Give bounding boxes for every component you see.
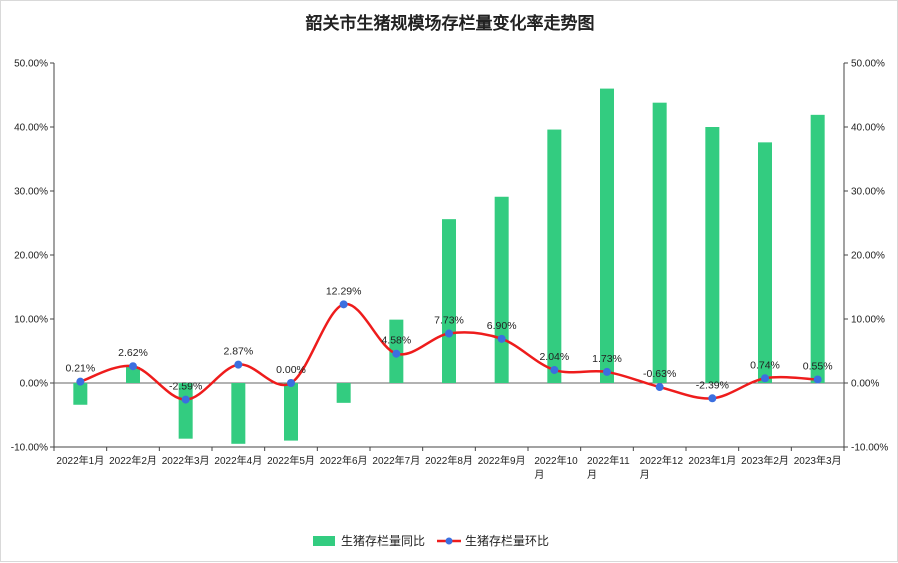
line-point xyxy=(234,360,243,369)
x-tick-label: 2022年11 xyxy=(587,454,630,467)
y-right-tick-label: 50.00% xyxy=(851,59,885,70)
x-tick-label: 2022年5月 xyxy=(267,454,315,467)
bar xyxy=(231,383,246,444)
data-label: 2.87% xyxy=(223,346,253,358)
y-left-tick-label: 40.00% xyxy=(14,123,48,134)
bar xyxy=(178,383,193,439)
line-point xyxy=(445,329,453,338)
legend-line-marker xyxy=(445,537,453,545)
bar xyxy=(652,102,667,384)
data-label: 4.58% xyxy=(381,335,411,347)
bar xyxy=(547,129,562,383)
x-tick-label: 2022年7月 xyxy=(372,454,420,467)
data-label: 2.62% xyxy=(118,347,148,359)
line-point xyxy=(813,375,822,384)
line-series-path xyxy=(79,303,818,401)
data-label: 6.90% xyxy=(487,320,517,332)
line-point xyxy=(76,377,85,386)
line-point xyxy=(655,383,664,392)
bar xyxy=(126,367,140,383)
line-point xyxy=(497,334,506,343)
data-label: -2.59% xyxy=(169,381,202,393)
line-point xyxy=(339,300,348,309)
bar xyxy=(73,383,88,405)
x-tick-label: 2023年1月 xyxy=(688,454,736,467)
data-label: 0.55% xyxy=(803,360,833,372)
y-left-tick-label: 10.00% xyxy=(14,315,48,326)
x-tick-label: 月 xyxy=(587,469,597,481)
line-point xyxy=(708,394,717,403)
y-left-tick-label: 50.00% xyxy=(14,59,48,70)
x-tick-label: 月 xyxy=(534,469,544,481)
data-label: 2.04% xyxy=(539,351,569,363)
data-label: -2.39% xyxy=(696,379,729,391)
data-label: 12.29% xyxy=(326,285,362,297)
bar xyxy=(284,383,298,441)
line-point xyxy=(392,349,401,358)
line-point xyxy=(761,374,769,383)
x-tick-label: 2022年9月 xyxy=(478,454,526,467)
legend-bar-label: 生猪存栏量同比 xyxy=(341,533,425,548)
legend-line-label: 生猪存栏量环比 xyxy=(465,533,549,548)
data-label: 0.21% xyxy=(65,363,95,375)
data-label: 0.00% xyxy=(276,364,306,376)
x-tick-label: 2022年8月 xyxy=(425,454,473,467)
data-label: 1.73% xyxy=(592,353,622,365)
x-tick-label: 2023年3月 xyxy=(794,454,842,467)
line-point xyxy=(603,367,611,376)
bar xyxy=(442,219,456,383)
y-left-tick-label: 30.00% xyxy=(14,187,48,198)
data-label: 0.74% xyxy=(750,359,780,371)
y-left-tick-label: 0.00% xyxy=(20,379,48,390)
x-tick-label: 2022年3月 xyxy=(162,454,210,467)
bar xyxy=(758,142,772,383)
legend-bar-swatch xyxy=(313,536,335,546)
x-tick-label: 2022年2月 xyxy=(109,454,157,467)
y-right-tick-label: 30.00% xyxy=(851,187,885,198)
line-point xyxy=(129,362,137,371)
bar xyxy=(600,88,614,383)
y-right-tick-label: -10.00% xyxy=(851,443,888,454)
line-point xyxy=(181,395,190,404)
x-tick-label: 月 xyxy=(640,469,650,481)
x-tick-label: 2022年12 xyxy=(640,454,684,467)
bar xyxy=(336,383,351,403)
y-right-tick-label: 40.00% xyxy=(851,123,885,134)
bar xyxy=(705,127,720,383)
y-right-tick-label: 10.00% xyxy=(851,315,885,326)
x-tick-label: 2023年2月 xyxy=(741,454,789,467)
data-label: 7.73% xyxy=(434,315,464,327)
chart-title: 韶关市生猪规模场存栏量变化率走势图 xyxy=(305,14,595,34)
x-tick-label: 2022年4月 xyxy=(214,454,262,467)
data-label: -0.63% xyxy=(643,368,676,380)
y-right-tick-label: 0.00% xyxy=(851,379,879,390)
line-point xyxy=(550,365,559,374)
bar xyxy=(494,196,509,383)
x-tick-label: 2022年1月 xyxy=(56,454,104,467)
bar xyxy=(810,114,825,383)
y-left-tick-label: 20.00% xyxy=(14,251,48,262)
y-right-tick-label: 20.00% xyxy=(851,251,885,262)
x-tick-label: 2022年10 xyxy=(534,454,578,467)
line-point xyxy=(287,379,295,387)
y-left-tick-label: -10.00% xyxy=(11,443,48,454)
x-tick-label: 2022年6月 xyxy=(320,454,368,467)
